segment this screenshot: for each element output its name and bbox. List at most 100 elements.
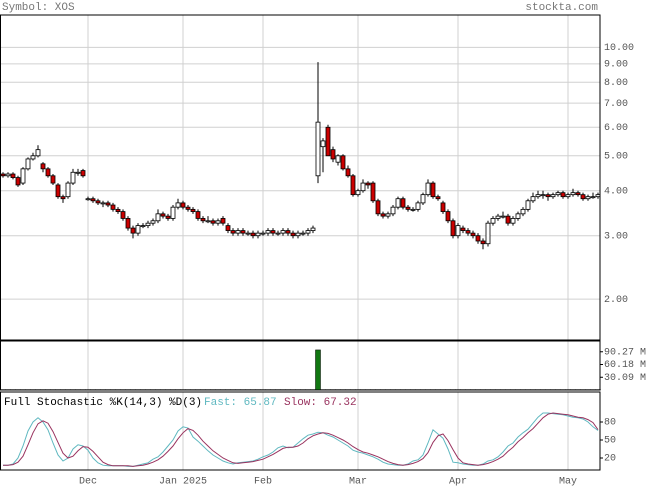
candle-body <box>135 225 141 234</box>
candle-body <box>260 232 266 235</box>
candle-body <box>520 208 526 215</box>
candle-body <box>30 155 36 160</box>
x-tick-label: Apr <box>449 477 467 486</box>
candle-body <box>150 220 156 224</box>
candle-body <box>555 192 561 196</box>
candle-body <box>255 232 261 237</box>
candle-body <box>270 230 276 234</box>
candle-body <box>110 204 116 210</box>
candle-body <box>590 196 596 199</box>
y-tick-label: 6.00 <box>604 123 628 134</box>
candle-body <box>320 140 326 148</box>
candle-body <box>60 196 66 200</box>
candle-body <box>235 230 241 234</box>
candle-body <box>420 194 426 204</box>
x-tick-label: Dec <box>79 477 97 486</box>
candle-body <box>465 230 471 234</box>
candle-body <box>15 177 21 186</box>
source-label: stockta.com <box>525 2 598 14</box>
candle-body <box>300 232 306 235</box>
candle-body <box>330 149 336 160</box>
y-tick-label: 90.27 M <box>604 347 646 358</box>
y-tick-label: 30.09 M <box>604 373 646 384</box>
candle-body <box>55 184 61 198</box>
candle-body <box>105 202 111 206</box>
candle-body <box>115 208 121 212</box>
candle-body <box>585 196 591 200</box>
y-tick-label: 7.00 <box>604 99 628 110</box>
candle-body <box>165 215 171 219</box>
candle-body <box>505 215 511 224</box>
candle-body <box>595 194 601 198</box>
candle-body <box>415 202 421 210</box>
candle-body <box>190 208 196 212</box>
candle-body <box>540 194 546 197</box>
candle-body <box>175 202 181 208</box>
stochastic-line <box>3 412 599 467</box>
candle-body <box>345 168 351 177</box>
candle-body <box>445 211 451 222</box>
x-tick-label: Jan 2025 <box>159 477 207 486</box>
candle-body <box>75 171 81 174</box>
candle-body <box>90 198 96 202</box>
y-tick-label: 20 <box>604 454 616 465</box>
candle-body <box>265 230 271 234</box>
candle-body <box>515 213 521 219</box>
candle-body <box>155 213 161 222</box>
candle-body <box>390 206 396 215</box>
legend-entry: Fast: 65.87 <box>204 397 277 409</box>
candle-body <box>100 202 106 205</box>
candle-body <box>510 218 516 224</box>
candle-body <box>435 196 441 200</box>
candle-body <box>500 215 506 218</box>
candle-body <box>140 225 146 228</box>
candle-body <box>575 192 581 196</box>
candle-body <box>560 192 566 198</box>
candle-body <box>40 163 46 170</box>
candle-body <box>230 230 236 234</box>
candle-body <box>305 230 311 234</box>
candle-body <box>10 173 16 178</box>
candle-body <box>95 200 101 204</box>
candle-body <box>550 194 556 198</box>
candle-body <box>525 200 531 210</box>
candle-body <box>125 218 131 229</box>
candle-body <box>180 202 186 208</box>
candle-body <box>565 194 571 198</box>
candle-body <box>20 168 26 184</box>
y-tick-label: 2.00 <box>604 295 628 306</box>
candle-body <box>495 215 501 219</box>
candle-body <box>170 206 176 219</box>
panel-frame <box>0 14 601 341</box>
candle-body <box>0 173 6 177</box>
stochastic-title: Full Stochastic %K(14,3) %D(3) <box>4 397 202 409</box>
candle-body <box>440 202 446 212</box>
candle-body <box>285 230 291 234</box>
candle-body <box>370 182 376 202</box>
candle-body <box>45 168 51 177</box>
candle-body <box>5 173 11 177</box>
y-tick-label: 80 <box>604 418 616 429</box>
candle-body <box>220 218 226 224</box>
candle-body <box>35 149 41 157</box>
candle-body <box>430 182 436 198</box>
candle-body <box>530 196 536 202</box>
x-tick-label: Mar <box>349 477 367 486</box>
candle-body <box>85 198 91 201</box>
candle-body <box>480 240 486 245</box>
candle-body <box>65 182 71 198</box>
y-tick-label: 5.00 <box>604 151 628 162</box>
y-tick-label: 60.18 M <box>604 360 646 371</box>
y-tick-label: 9.00 <box>604 60 628 71</box>
y-tick-label: 50 <box>604 436 616 447</box>
candle-body <box>50 175 56 184</box>
candle-body <box>380 213 386 217</box>
candle-body <box>205 220 211 223</box>
candle-body <box>210 220 216 224</box>
candle-body <box>280 230 286 234</box>
stochastic-line <box>3 412 599 467</box>
legend-entry: Slow: 67.32 <box>284 397 357 409</box>
x-tick-label: May <box>559 477 577 486</box>
